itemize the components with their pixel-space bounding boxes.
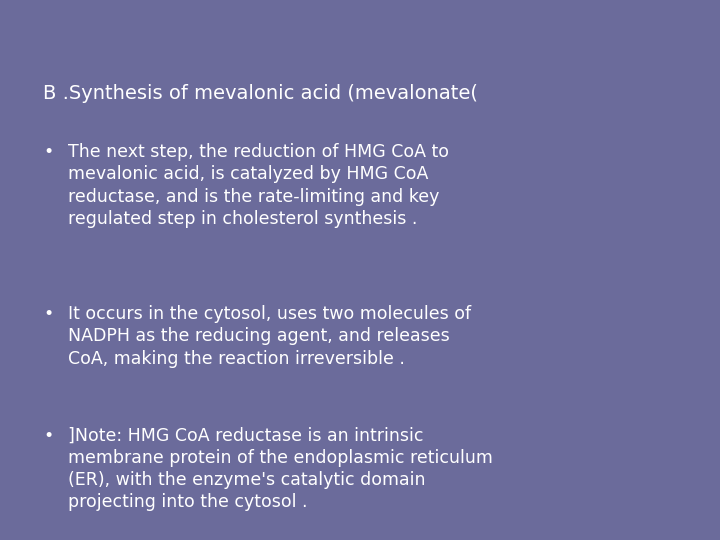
Text: It occurs in the cytosol, uses two molecules of
NADPH as the reducing agent, and: It occurs in the cytosol, uses two molec… xyxy=(68,305,472,368)
Text: ]Note: HMG CoA reductase is an intrinsic
membrane protein of the endoplasmic ret: ]Note: HMG CoA reductase is an intrinsic… xyxy=(68,427,493,511)
Text: •: • xyxy=(43,427,53,444)
Text: •: • xyxy=(43,143,53,161)
Text: •: • xyxy=(43,305,53,323)
Text: B .Synthesis of mevalonic acid (mevalonate(: B .Synthesis of mevalonic acid (mevalona… xyxy=(43,84,478,103)
Text: The next step, the reduction of HMG CoA to
mevalonic acid, is catalyzed by HMG C: The next step, the reduction of HMG CoA … xyxy=(68,143,449,228)
